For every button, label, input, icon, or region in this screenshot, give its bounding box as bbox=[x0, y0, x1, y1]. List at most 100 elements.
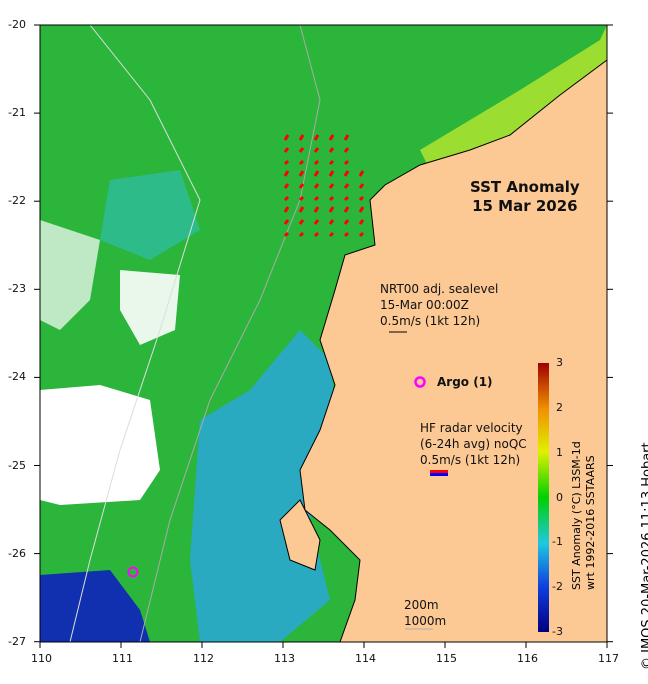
hf-radar-arrow bbox=[343, 147, 350, 153]
hf-radar-arrow bbox=[283, 134, 290, 141]
hf-radar-arrow bbox=[328, 170, 335, 177]
hf-radar-arrow bbox=[358, 170, 365, 177]
colorbar-tick-label: 2 bbox=[556, 400, 563, 414]
x-tick-label: 115 bbox=[436, 652, 457, 665]
hf-radar-arrow bbox=[343, 183, 350, 189]
sst-warm-patch bbox=[420, 25, 607, 190]
hf-radar-arrow bbox=[298, 183, 305, 189]
hf-radar-arrow bbox=[343, 219, 350, 225]
hf-radar-arrow bbox=[283, 170, 290, 177]
isobath-1000m-label: 1000m bbox=[404, 614, 447, 628]
hf-line2: (6-24h avg) noQC bbox=[420, 437, 527, 451]
hf-radar-arrow bbox=[328, 183, 335, 189]
hf-radar-arrow bbox=[358, 231, 365, 238]
hf-radar-arrow bbox=[313, 134, 320, 141]
hf-radar-arrow bbox=[328, 147, 335, 153]
hf-line1: HF radar velocity bbox=[420, 421, 523, 435]
hf-radar-arrow bbox=[343, 206, 350, 213]
hf-radar-arrows bbox=[283, 134, 365, 238]
colorbar-tick-label: 0 bbox=[556, 490, 563, 504]
hf-radar-arrow bbox=[313, 231, 320, 238]
colorbar-label-1: SST Anomaly (°C) L3SM-1d bbox=[570, 441, 583, 590]
hf-radar-arrow bbox=[283, 183, 290, 189]
colorbar-tick-label: -3 bbox=[552, 625, 563, 638]
sealevel-legend: NRT00 adj. sealevel 15-Mar 00:00Z 0.5m/s… bbox=[380, 281, 498, 329]
isobath-200m-label: 200m bbox=[404, 598, 439, 612]
y-tick-label: -23 bbox=[8, 282, 26, 296]
hf-radar-arrow bbox=[313, 159, 320, 166]
hf-radar-arrow bbox=[328, 219, 335, 225]
hf-radar-arrow bbox=[313, 147, 320, 153]
isobath-1000m bbox=[69, 25, 201, 642]
sealevel-line1: NRT00 adj. sealevel bbox=[380, 282, 499, 296]
hf-radar-arrow bbox=[328, 231, 335, 238]
colorbar-tick-label: 3 bbox=[556, 356, 563, 369]
colorbar-tick-label: 1 bbox=[556, 445, 563, 459]
hf-radar-arrow bbox=[343, 159, 350, 166]
hf-radar-arrow bbox=[283, 219, 290, 225]
x-tick-label: 116 bbox=[517, 652, 538, 665]
x-tick-label: 110 bbox=[31, 652, 52, 665]
hf-radar-arrow bbox=[358, 206, 365, 213]
hf-radar-arrow bbox=[343, 195, 350, 202]
y-tick-label: -26 bbox=[8, 546, 26, 560]
hf-radar-arrow bbox=[298, 159, 305, 166]
map-frame bbox=[39, 24, 608, 643]
hf-radar-arrow bbox=[328, 159, 335, 166]
hf-line3: 0.5m/s (1kt 12h) bbox=[420, 453, 521, 467]
colorbar-tick-label: -1 bbox=[552, 535, 563, 549]
colorbar bbox=[538, 363, 549, 632]
hf-radar-arrow bbox=[283, 159, 290, 166]
hf-radar-arrow bbox=[283, 231, 290, 238]
hf-scale-arrow-red bbox=[430, 470, 448, 473]
hf-radar-arrow bbox=[298, 170, 305, 177]
isobath-legend: 200m 1000m bbox=[404, 597, 446, 629]
hf-radar-arrow bbox=[313, 219, 320, 225]
credit: © IMOS 20-Mar-2026 11:13 Hobart bbox=[640, 442, 648, 670]
hf-radar-arrow bbox=[298, 147, 305, 153]
hf-radar-arrow bbox=[328, 134, 335, 141]
argo-legend-label: Argo (1) bbox=[437, 375, 493, 389]
y-tick-label: -27 bbox=[8, 634, 26, 648]
hf-radar-arrow bbox=[283, 147, 290, 153]
hf-radar-arrow bbox=[298, 219, 305, 225]
hf-radar-arrow bbox=[298, 134, 305, 141]
colorbar-label: SST Anomaly (°C) L3SM-1d wrt 1992-2016 S… bbox=[570, 441, 598, 590]
hf-radar-arrow bbox=[283, 206, 290, 213]
y-tick-label: -22 bbox=[8, 194, 26, 208]
land bbox=[299, 59, 607, 642]
colorbar-tick-label: -2 bbox=[552, 580, 563, 594]
hf-radar-arrow bbox=[298, 195, 305, 202]
x-tick-label: 112 bbox=[193, 652, 214, 665]
hf-radar-arrow bbox=[298, 231, 305, 238]
isobath-200m bbox=[139, 25, 321, 642]
sealevel-line3: 0.5m/s (1kt 12h) bbox=[380, 314, 481, 328]
hf-radar-arrow bbox=[343, 170, 350, 177]
y-tick-label: -20 bbox=[8, 18, 26, 31]
cloud-mask bbox=[40, 385, 160, 505]
hf-radar-arrow bbox=[283, 195, 290, 202]
hf-radar-arrow bbox=[313, 206, 320, 213]
hf-radar-arrow bbox=[343, 231, 350, 238]
hf-radar-legend: HF radar velocity (6-24h avg) noQC 0.5m/… bbox=[420, 420, 527, 468]
hf-scale-arrow-blue bbox=[430, 473, 448, 476]
hf-radar-arrow bbox=[358, 183, 365, 189]
sst-cool-patch-north bbox=[100, 170, 200, 260]
hf-radar-arrow bbox=[358, 195, 365, 202]
x-tick-label: 114 bbox=[355, 652, 376, 665]
argo-legend-marker bbox=[414, 376, 426, 388]
y-tick-label: -24 bbox=[8, 370, 26, 384]
hf-radar-arrow bbox=[343, 134, 350, 141]
map-title: SST Anomaly 15 Mar 2026 bbox=[470, 178, 580, 216]
hf-radar-arrow bbox=[313, 195, 320, 202]
hf-radar-arrow bbox=[313, 183, 320, 189]
hf-radar-arrow bbox=[313, 170, 320, 177]
x-tick-label: 113 bbox=[274, 652, 295, 665]
colorbar-label-2: wrt 1992-2016 SSTAARS bbox=[584, 455, 597, 590]
argo-float-marker[interactable] bbox=[127, 566, 139, 578]
sst-cold-patch bbox=[40, 570, 150, 642]
peninsula bbox=[279, 499, 321, 571]
hf-radar-arrow bbox=[328, 195, 335, 202]
y-tick-label: -21 bbox=[8, 106, 26, 120]
